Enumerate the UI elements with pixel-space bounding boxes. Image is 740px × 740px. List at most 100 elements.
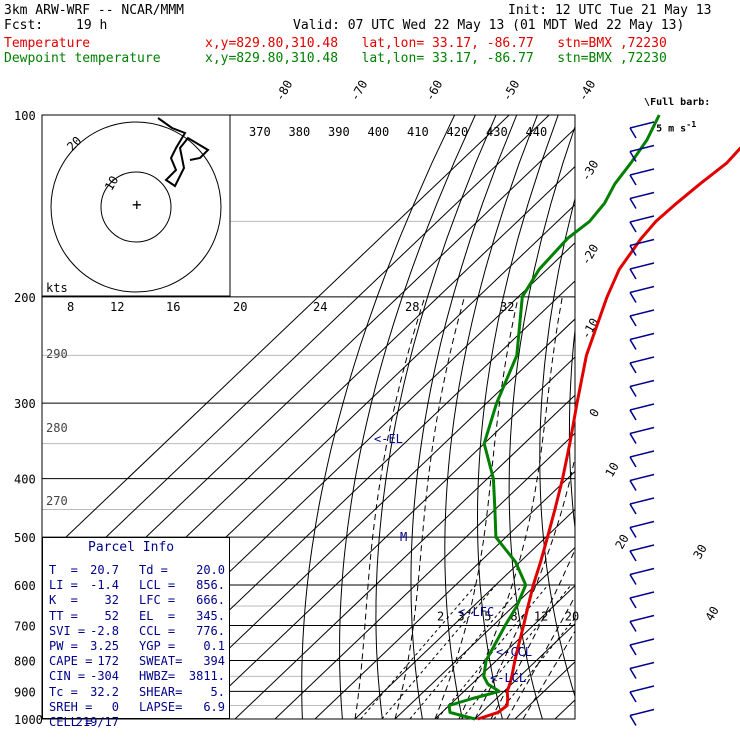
isotherm-right-label: 0 bbox=[586, 406, 602, 419]
dewpoint-legend: Dewpoint temperature bbox=[4, 51, 161, 66]
wind-barb-flag bbox=[629, 433, 637, 444]
isotherm-line bbox=[42, 115, 510, 561]
isotherm-top-label: -60 bbox=[422, 78, 445, 104]
wind-barb bbox=[629, 450, 655, 468]
isotherm-line bbox=[514, 661, 575, 719]
parcel-cell: 3.25 bbox=[90, 639, 119, 653]
moist-adiabat bbox=[522, 630, 575, 719]
wind-barb bbox=[629, 262, 655, 280]
fcst-label: Fcst: bbox=[4, 18, 44, 33]
wind-barb-shaft bbox=[629, 285, 655, 294]
temperature-location: x,y=829.80,310.48 lat,lon= 33.17, -86.77… bbox=[205, 36, 667, 51]
wind-barb-flag bbox=[629, 127, 637, 139]
parcel-cell: SHEAR= bbox=[139, 684, 183, 699]
mixing-ratio-line bbox=[409, 584, 523, 719]
barb-legend: \Full barb: 5 m s-1 bbox=[632, 86, 710, 134]
wind-barb-shaft bbox=[629, 238, 655, 247]
parcel-cell: SVI = bbox=[49, 623, 86, 638]
wind-barb-flag bbox=[629, 174, 637, 186]
parcel-cell: 394 bbox=[203, 654, 225, 669]
wind-barb-shaft bbox=[629, 544, 655, 552]
isotherm-top-label: -50 bbox=[499, 78, 522, 104]
pressure-tick-label: 700 bbox=[14, 619, 36, 633]
moist-adiabat bbox=[394, 296, 465, 719]
parcel-cell: -304 bbox=[90, 669, 119, 684]
hodo-center-mark: + bbox=[132, 195, 142, 214]
barb-legend-line1: Full barb: bbox=[650, 97, 711, 108]
speed-scale-label: 24 bbox=[313, 300, 327, 314]
wind-barb-shaft bbox=[629, 215, 655, 223]
wind-barb bbox=[629, 332, 655, 350]
pressure-tick-label: 800 bbox=[14, 654, 36, 668]
parcel-cell: 0 bbox=[111, 699, 119, 714]
mixing-ratio-label: 20 bbox=[565, 609, 579, 623]
isotherm-line bbox=[595, 115, 740, 719]
wind-barb-flag bbox=[629, 362, 637, 374]
wind-barb bbox=[629, 309, 655, 327]
dry-adiabat bbox=[301, 115, 456, 719]
parcel-cell: Tc = bbox=[49, 684, 78, 699]
dry-adiabat bbox=[653, 115, 740, 719]
isotherm-line bbox=[354, 508, 575, 719]
isotherm-line bbox=[154, 318, 575, 719]
isotherm-line bbox=[42, 115, 550, 599]
mixing-ratio-label: 8 bbox=[510, 609, 517, 623]
parcel-cell: 20.7 bbox=[90, 563, 119, 577]
wind-barb-shaft bbox=[629, 262, 655, 270]
theta-label: 400 bbox=[368, 125, 390, 139]
wind-barb-flag bbox=[629, 597, 637, 609]
wind-barb bbox=[629, 473, 655, 491]
isotherm-line bbox=[474, 623, 575, 719]
hodo-ring-20 bbox=[50, 121, 222, 293]
pressure-tick-label: 200 bbox=[14, 291, 36, 305]
hodo-trace bbox=[157, 117, 210, 188]
speed-scale-label: 32 bbox=[500, 300, 514, 314]
pressure-tick-label: 900 bbox=[14, 685, 36, 699]
moist-adiabat bbox=[458, 296, 563, 719]
speed-scale-label: 28 bbox=[405, 300, 419, 314]
barb-legend-units: -1 bbox=[686, 119, 697, 129]
valid-time: Valid: 07 UTC Wed 22 May 13 (01 MDT Wed … bbox=[293, 18, 685, 33]
mixing-ratio-label: 3 bbox=[457, 609, 464, 623]
wind-barb-shaft bbox=[629, 614, 655, 623]
parcel-cell: LCL = bbox=[139, 578, 176, 593]
wind-barb-flag bbox=[629, 339, 637, 350]
parcel-cell: 3811. bbox=[188, 669, 225, 684]
dry-adiabat bbox=[508, 125, 575, 719]
wind-barb bbox=[629, 215, 655, 233]
dry-adiabat bbox=[626, 115, 702, 719]
m-marker: M bbox=[400, 530, 408, 544]
parcel-cell: 856. bbox=[196, 578, 225, 593]
wind-barb-flag bbox=[629, 456, 637, 468]
dry-adiabat bbox=[375, 115, 497, 719]
theta-label: 370 bbox=[249, 125, 271, 139]
pressure-tick-label: 500 bbox=[14, 531, 36, 545]
dewpoint-profile-line bbox=[447, 114, 661, 721]
parcel-cell: 776. bbox=[196, 623, 225, 638]
parcel-cell: LAPSE= bbox=[139, 699, 183, 714]
wind-barb-flag bbox=[629, 668, 637, 679]
parcel-cell: LFC = bbox=[139, 593, 176, 608]
parcel-info-panel: Parcel Info T = 20.7 Td = 20.0 LI = -1.4 LCL =… bbox=[42, 537, 230, 729]
wind-barb-flag bbox=[629, 644, 637, 656]
wind-barb-flag bbox=[629, 480, 637, 491]
wind-barb-shaft bbox=[629, 708, 655, 717]
wind-barb-shaft bbox=[629, 567, 655, 576]
isotherm-line bbox=[434, 584, 575, 719]
wind-barb-flag bbox=[629, 151, 637, 162]
wind-barb-shaft bbox=[629, 426, 655, 435]
parcel-cell: -1.4 bbox=[90, 578, 119, 593]
wind-barb bbox=[629, 144, 655, 162]
wind-barb bbox=[629, 168, 655, 186]
parcel-cell: HWBZ= bbox=[139, 669, 176, 684]
ccl-marker: <-CCL bbox=[496, 645, 533, 659]
wind-barb bbox=[629, 403, 655, 421]
isotherm-right-label: -20 bbox=[578, 242, 601, 268]
parcel-cell: CIN = bbox=[49, 669, 86, 684]
parcel-cell: 666. bbox=[196, 593, 225, 608]
isotherm-line bbox=[554, 699, 575, 719]
parcel-cell: 0.1 bbox=[203, 639, 225, 653]
wind-barb-flag bbox=[629, 198, 637, 209]
wind-barb-flag bbox=[629, 715, 637, 726]
wind-barb bbox=[629, 591, 655, 609]
